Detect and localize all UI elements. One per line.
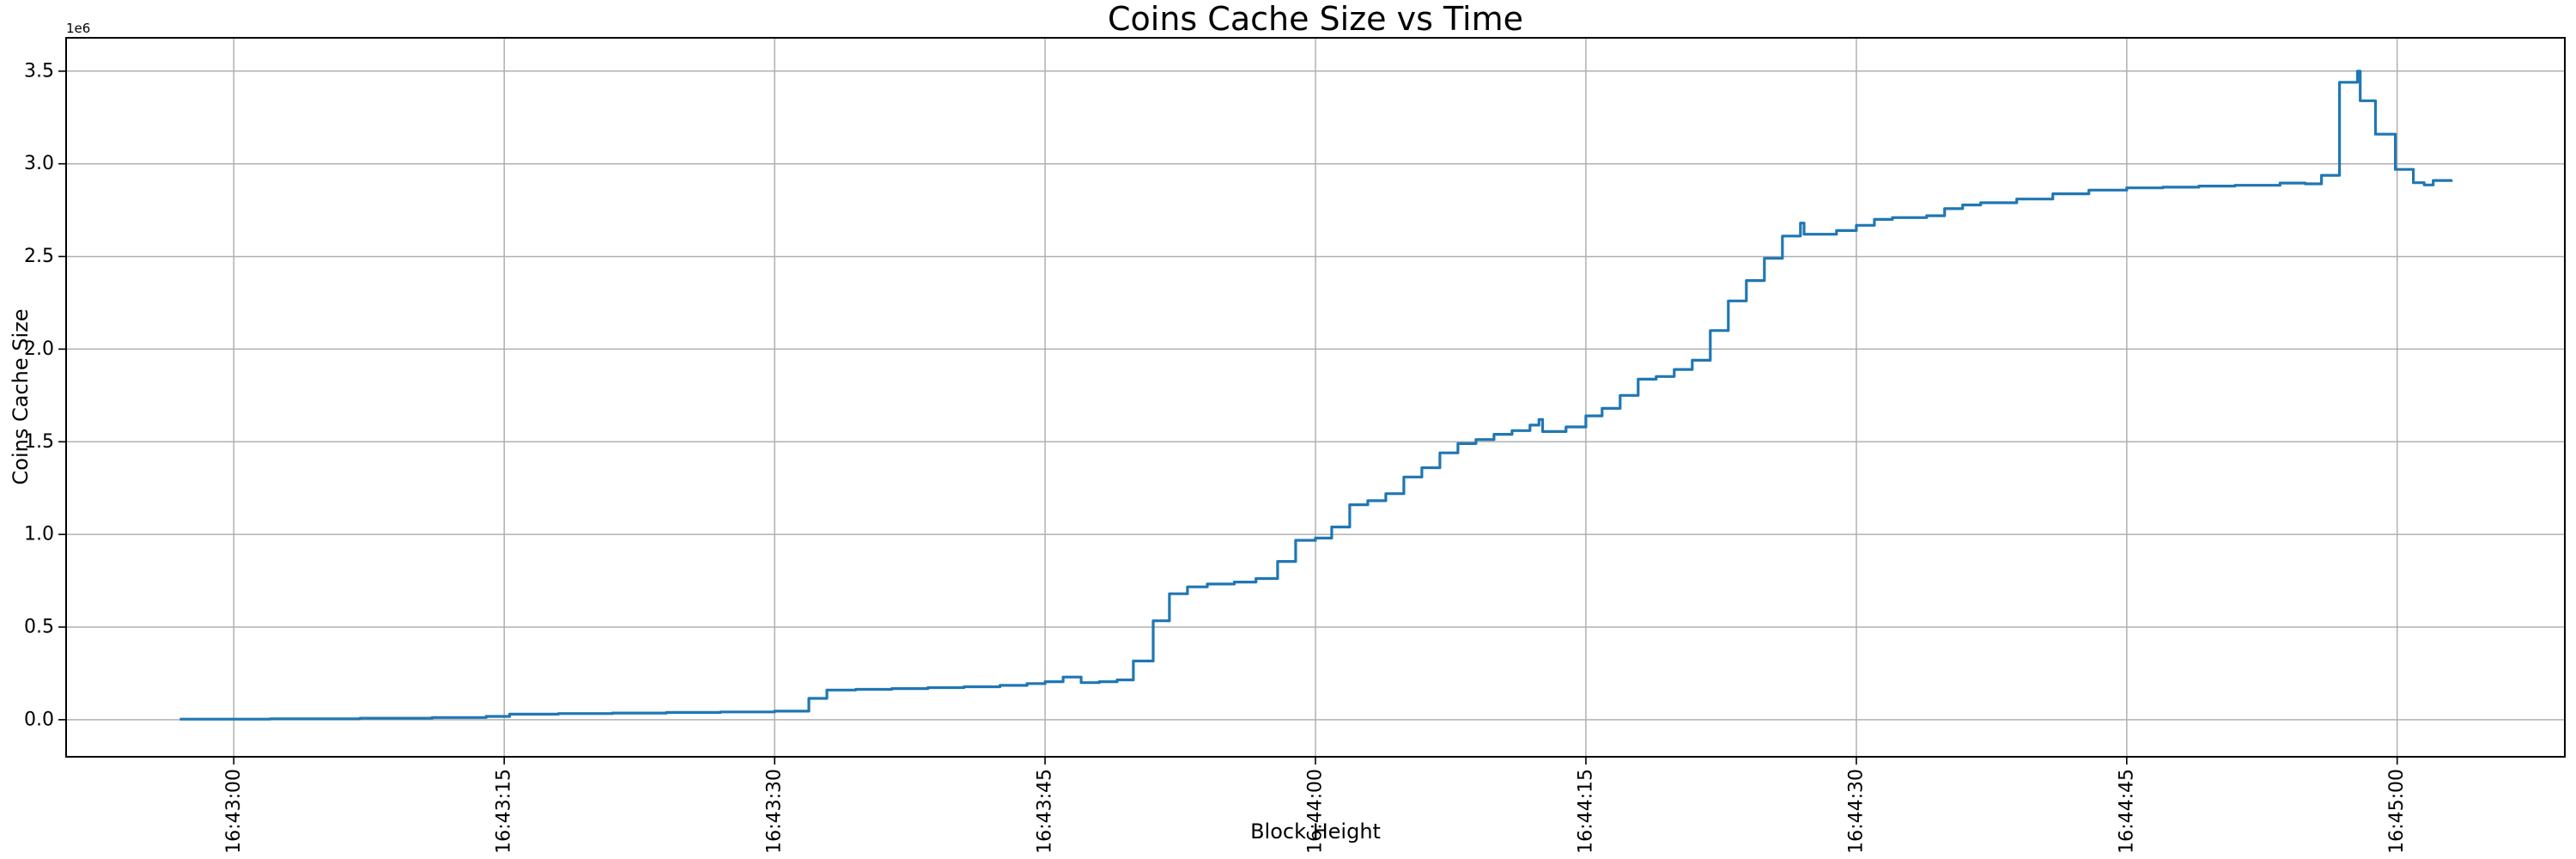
y-tick-label: 3.0 bbox=[24, 153, 54, 174]
data-line-coins_cache_size bbox=[179, 70, 2453, 721]
x-tick-label: 16:44:00 bbox=[1305, 769, 1327, 854]
y-axis-offset-label: 1e6 bbox=[66, 21, 91, 36]
y-tick-label: 1.0 bbox=[24, 524, 54, 545]
y-tick-label: 0.5 bbox=[24, 616, 54, 637]
x-tick-label: 16:43:15 bbox=[494, 769, 515, 854]
x-axis-label: Block Height bbox=[1250, 819, 1381, 844]
x-tick-label: 16:44:15 bbox=[1575, 769, 1596, 854]
y-tick-label: 2.5 bbox=[24, 246, 54, 267]
chart-title: Coins Cache Size vs Time bbox=[1108, 0, 1523, 38]
x-tick-label: 16:45:00 bbox=[2386, 769, 2408, 854]
x-tick-label: 16:43:45 bbox=[1035, 769, 1056, 854]
y-tick-label: 0.0 bbox=[24, 709, 54, 730]
y-axis-label: Coins Cache Size bbox=[9, 308, 33, 485]
x-tick-label: 16:43:30 bbox=[764, 769, 786, 854]
x-tick-label: 16:44:45 bbox=[2116, 769, 2137, 854]
y-tick-label: 3.5 bbox=[24, 60, 54, 82]
y-tick-label: 1.5 bbox=[24, 431, 54, 453]
x-tick-label: 16:44:30 bbox=[1845, 769, 1867, 854]
y-tick-label: 2.0 bbox=[24, 338, 54, 360]
x-tick-label: 16:43:00 bbox=[223, 769, 245, 854]
